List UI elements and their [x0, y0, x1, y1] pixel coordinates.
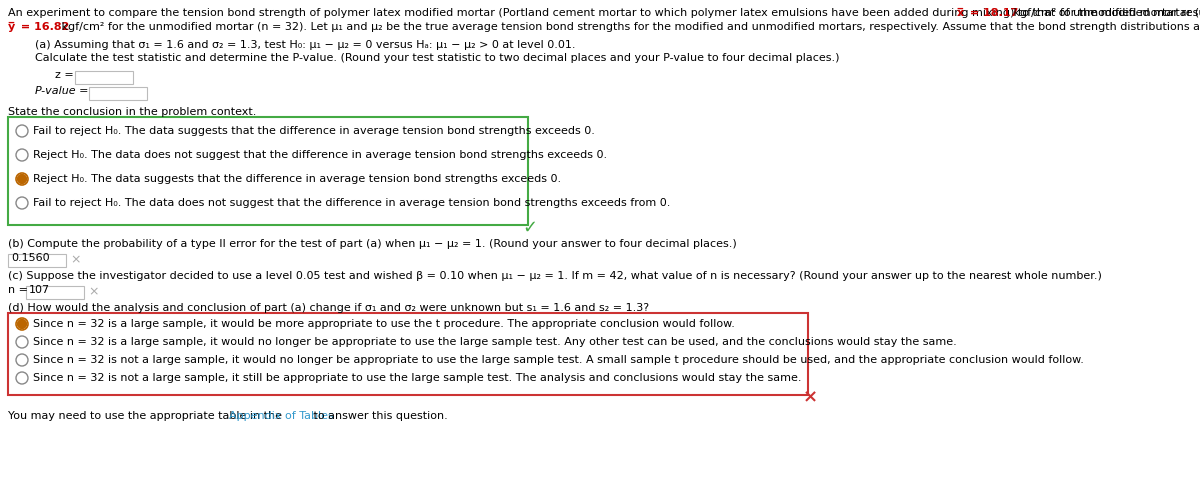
Text: 0.1560: 0.1560: [11, 253, 49, 263]
Text: to answer this question.: to answer this question.: [310, 411, 448, 421]
Text: kgf/cm² for the unmodified mortar (n = 32). Let μ₁ and μ₂ be the true average te: kgf/cm² for the unmodified mortar (n = 3…: [58, 22, 1200, 32]
Text: Fail to reject H₀. The data does not suggest that the difference in average tens: Fail to reject H₀. The data does not sug…: [34, 198, 671, 208]
FancyBboxPatch shape: [8, 254, 66, 267]
FancyBboxPatch shape: [8, 313, 808, 395]
Text: You may need to use the appropriate table in the: You may need to use the appropriate tabl…: [8, 411, 286, 421]
Text: Since n = 32 is a large sample, it would be more appropriate to use the t proced: Since n = 32 is a large sample, it would…: [34, 319, 734, 329]
Text: ×: ×: [803, 388, 818, 406]
FancyBboxPatch shape: [89, 87, 148, 100]
Circle shape: [18, 174, 26, 183]
Text: Fail to reject H₀. The data suggests that the difference in average tension bond: Fail to reject H₀. The data suggests tha…: [34, 126, 595, 136]
Text: ×: ×: [70, 253, 80, 266]
Text: x̅: x̅: [958, 8, 964, 18]
Text: = 16.82: = 16.82: [17, 22, 70, 32]
Text: (b) Compute the probability of a type II error for the test of part (a) when μ₁ : (b) Compute the probability of a type II…: [8, 239, 737, 249]
FancyBboxPatch shape: [26, 286, 84, 299]
Text: ✓: ✓: [522, 219, 538, 237]
Text: (d) How would the analysis and conclusion of part (a) change if σ₁ and σ₂ were u: (d) How would the analysis and conclusio…: [8, 303, 649, 313]
FancyBboxPatch shape: [8, 117, 528, 225]
Text: z =: z =: [55, 70, 73, 80]
Text: Appendix of Tables: Appendix of Tables: [229, 411, 334, 421]
Text: State the conclusion in the problem context.: State the conclusion in the problem cont…: [8, 107, 257, 117]
Text: ×: ×: [88, 285, 98, 298]
Circle shape: [18, 319, 26, 328]
Text: n =: n =: [8, 285, 31, 295]
Text: P-value =: P-value =: [35, 86, 89, 96]
Text: Reject H₀. The data does not suggest that the difference in average tension bond: Reject H₀. The data does not suggest tha…: [34, 150, 607, 160]
Text: 107: 107: [29, 285, 50, 295]
Text: (a) Assuming that σ₁ = 1.6 and σ₂ = 1.3, test H₀: μ₁ − μ₂ = 0 versus Hₐ: μ₁ − μ₂: (a) Assuming that σ₁ = 1.6 and σ₂ = 1.3,…: [35, 40, 576, 50]
Text: Since n = 32 is a large sample, it would no longer be appropriate to use the lar: Since n = 32 is a large sample, it would…: [34, 337, 956, 347]
Text: Since n = 32 is not a large sample, it would no longer be appropriate to use the: Since n = 32 is not a large sample, it w…: [34, 355, 1084, 365]
Text: = 18.17: = 18.17: [966, 8, 1019, 18]
Text: Reject H₀. The data suggests that the difference in average tension bond strengt: Reject H₀. The data suggests that the di…: [34, 174, 562, 184]
Text: y̅: y̅: [8, 22, 16, 32]
FancyBboxPatch shape: [74, 71, 133, 84]
Text: kgf/cm² for the modified mortar (m = 42) and: kgf/cm² for the modified mortar (m = 42)…: [1010, 8, 1200, 18]
Text: Calculate the test statistic and determine the P-value. (Round your test statist: Calculate the test statistic and determi…: [35, 53, 840, 63]
Text: An experiment to compare the tension bond strength of polymer latex modified mor: An experiment to compare the tension bon…: [8, 8, 1200, 18]
Text: (c) Suppose the investigator decided to use a level 0.05 test and wished β = 0.1: (c) Suppose the investigator decided to …: [8, 271, 1102, 281]
Text: Since n = 32 is not a large sample, it still be appropriate to use the large sam: Since n = 32 is not a large sample, it s…: [34, 373, 802, 383]
